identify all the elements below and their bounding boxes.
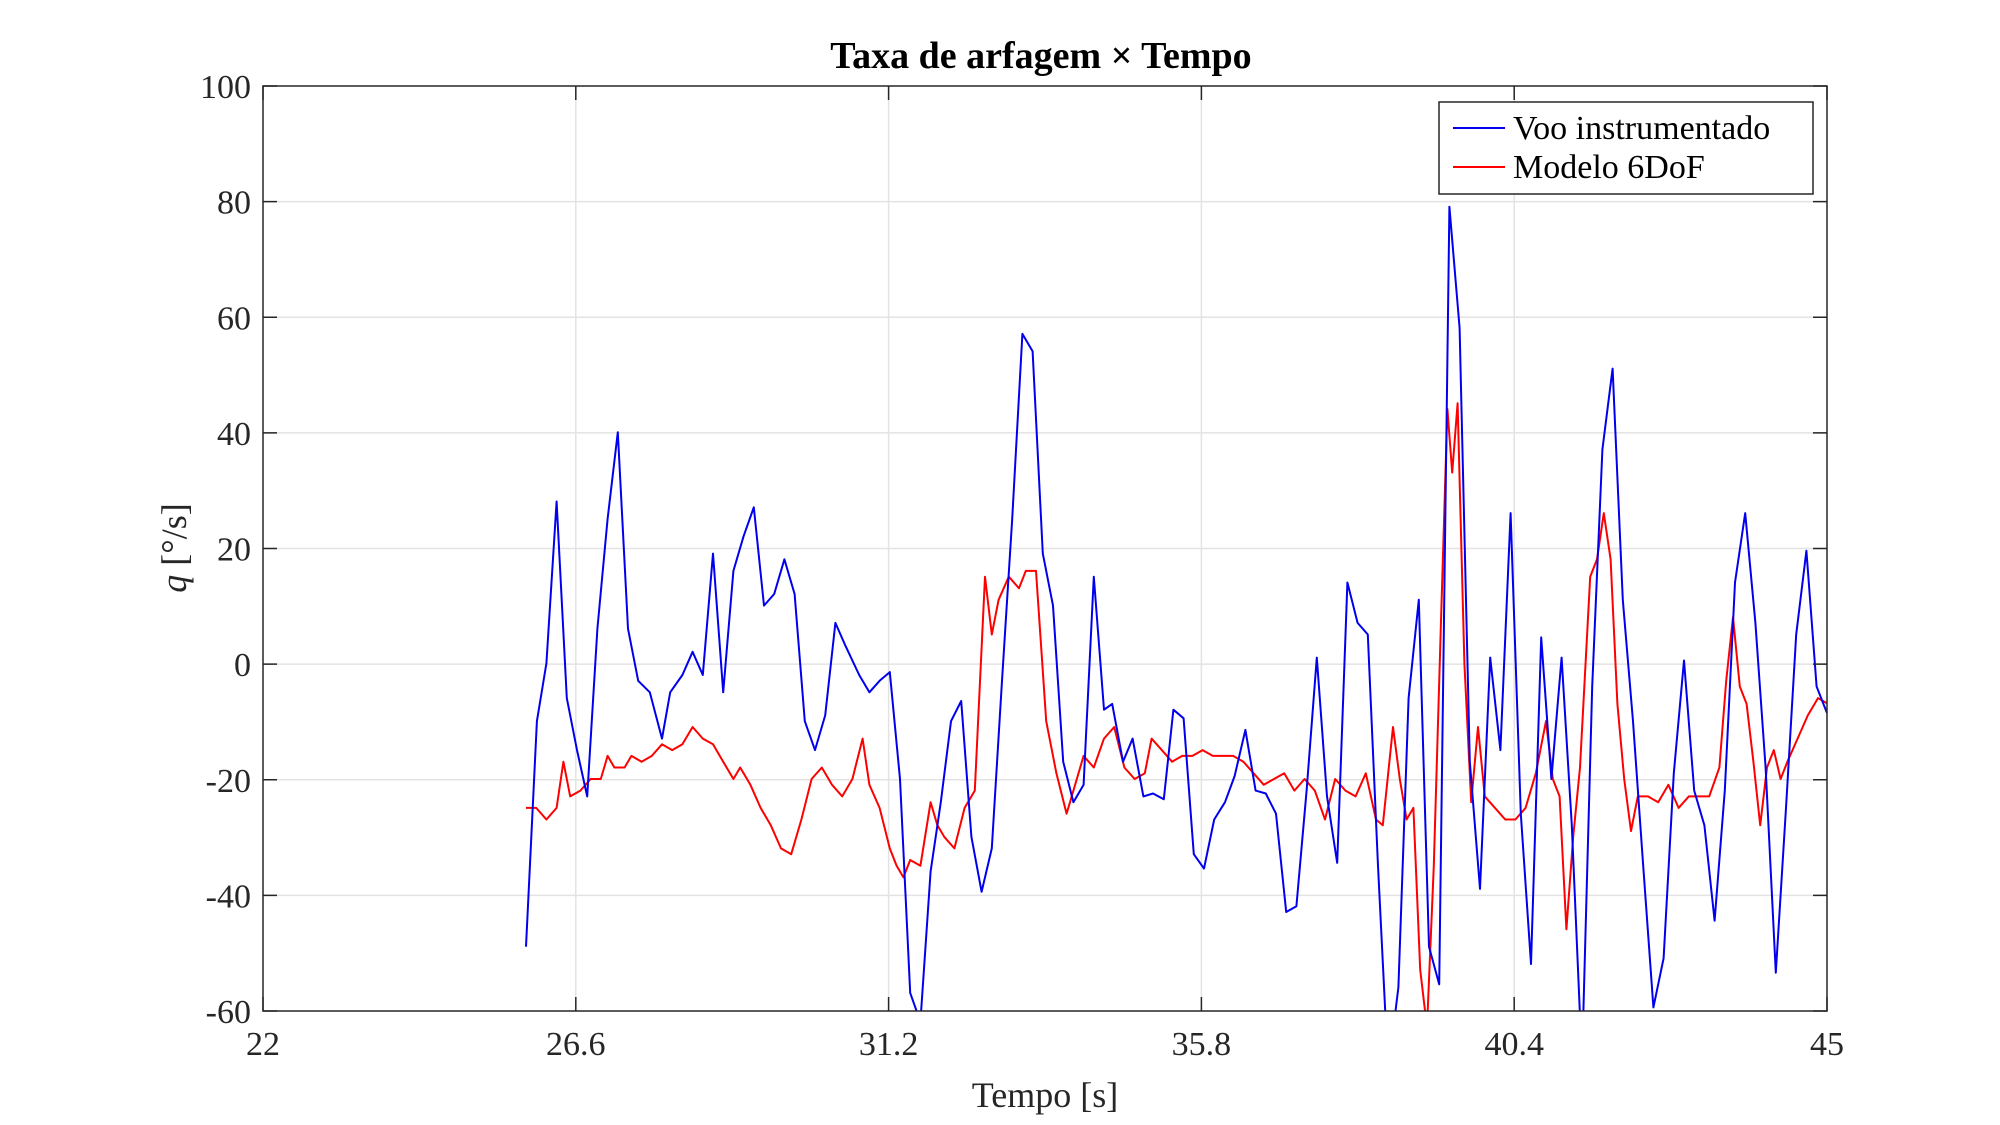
series-line-voo-instrumentado: [525, 205, 1827, 1011]
x-tick-label: 45: [1810, 1026, 1844, 1063]
y-axis-variable: q: [154, 575, 194, 593]
x-tick-label: 26.6: [546, 1026, 606, 1063]
y-tick-label: 40: [217, 416, 251, 453]
legend: Voo instrumentado Modelo 6DoF: [1438, 101, 1814, 195]
series-layer: [525, 205, 1827, 1011]
x-tick-label: 40.4: [1484, 1026, 1544, 1063]
x-axis-label: Tempo [s]: [972, 1075, 1118, 1115]
grid-lines: [263, 86, 1827, 1011]
y-tick-label: -60: [206, 994, 251, 1031]
y-tick-label: 60: [217, 300, 251, 337]
y-tick-label: 0: [234, 647, 251, 684]
y-tick-label: 20: [217, 532, 251, 569]
legend-box: [1438, 101, 1814, 195]
x-tick-label: 31.2: [859, 1026, 919, 1063]
y-tick-label: -40: [206, 878, 251, 915]
chart-title: Taxa de arfagem × Tempo: [830, 35, 1251, 77]
axis-ticks: [262, 85, 1828, 1012]
y-axis-label: q [°/s]: [154, 503, 194, 592]
axis-tick-labels: 22 26.6 31.2 35.8 40.4 45 -60 -40 -20 0 20 40 60 80 10…: [200, 69, 1844, 1063]
legend-label-modelo: Modelo 6DoF: [1513, 149, 1705, 186]
y-tick-label: 80: [217, 185, 251, 222]
x-tick-label: 35.8: [1172, 1026, 1232, 1063]
plot-area: [525, 205, 1827, 1011]
series-line-modelo-6dof: [526, 402, 1827, 1011]
y-tick-label: -20: [206, 763, 251, 800]
x-tick-label: 22: [246, 1026, 280, 1063]
y-tick-label: 100: [200, 69, 251, 106]
legend-label-voo: Voo instrumentado: [1513, 110, 1770, 147]
y-axis-unit: [°/s]: [154, 503, 194, 574]
